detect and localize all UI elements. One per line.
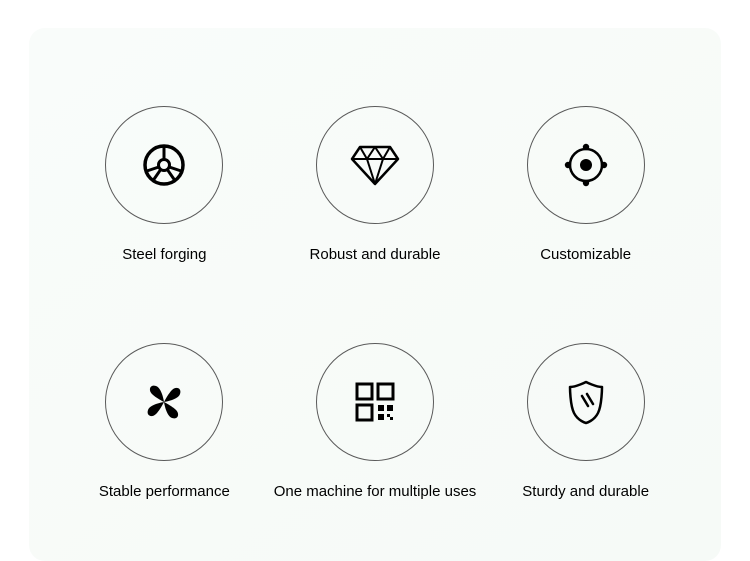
icon-circle	[316, 343, 434, 461]
wheel-icon	[143, 144, 185, 186]
shield-icon	[566, 379, 606, 425]
feature-item: Robust and durable	[270, 106, 481, 263]
feature-item: One machine for multiple uses	[270, 343, 481, 500]
feature-label: Customizable	[540, 246, 631, 263]
feature-label: One machine for multiple uses	[274, 483, 477, 500]
icon-circle	[105, 106, 223, 224]
feature-label: Stable performance	[99, 483, 230, 500]
feature-item: Sturdy and durable	[480, 343, 691, 500]
feature-label: Robust and durable	[310, 246, 441, 263]
icon-circle	[316, 106, 434, 224]
focus-target-icon	[563, 142, 609, 188]
fan-icon	[142, 380, 186, 424]
feature-card: Steel forging Robust and durable	[29, 28, 721, 561]
feature-label: Sturdy and durable	[522, 483, 649, 500]
icon-circle	[105, 343, 223, 461]
qr-grid-icon	[354, 381, 396, 423]
icon-circle	[527, 106, 645, 224]
feature-item: Customizable	[480, 106, 691, 263]
feature-label: Steel forging	[122, 246, 206, 263]
feature-grid: Steel forging Robust and durable	[59, 106, 691, 500]
feature-item: Steel forging	[59, 106, 270, 263]
icon-circle	[527, 343, 645, 461]
feature-item: Stable performance	[59, 343, 270, 500]
diamond-icon	[350, 144, 400, 186]
